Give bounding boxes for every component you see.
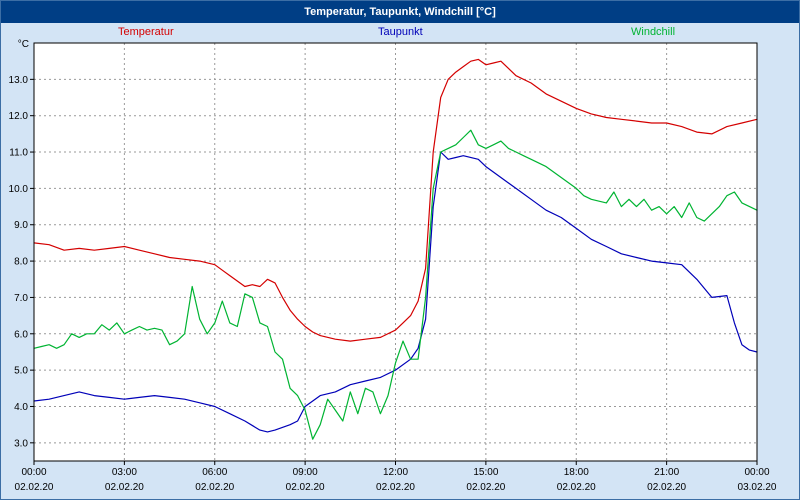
legend-item-windchill: Windchill bbox=[631, 26, 676, 38]
y-tick-label: 4.0 bbox=[14, 402, 28, 413]
title-bar: Temperatur, Taupunkt, Windchill [°C] bbox=[1, 1, 799, 23]
legend-item-temperatur: Temperatur bbox=[118, 26, 174, 38]
y-tick-label: 12.0 bbox=[9, 111, 29, 122]
y-tick-label: 7.0 bbox=[14, 293, 28, 304]
x-tick-time-label: 09:00 bbox=[293, 467, 318, 478]
x-tick-time-label: 00:00 bbox=[744, 467, 769, 478]
y-tick-label: 5.0 bbox=[14, 366, 28, 377]
x-tick-date-label: 03.02.20 bbox=[738, 482, 777, 493]
x-tick-date-label: 02.02.20 bbox=[557, 482, 596, 493]
x-tick-date-label: 02.02.20 bbox=[466, 482, 505, 493]
series-line-windchill bbox=[33, 129, 758, 440]
series-line-taupunkt bbox=[33, 151, 758, 433]
x-tick-time-label: 12:00 bbox=[383, 467, 408, 478]
y-tick-label: 6.0 bbox=[14, 329, 28, 340]
y-tick-label: 10.0 bbox=[9, 184, 29, 195]
x-tick-time-label: 18:00 bbox=[564, 467, 589, 478]
x-tick-date-label: 02.02.20 bbox=[647, 482, 686, 493]
x-tick-time-label: 06:00 bbox=[202, 467, 227, 478]
y-tick-label: 13.0 bbox=[9, 75, 29, 86]
x-tick-date-label: 02.02.20 bbox=[15, 482, 54, 493]
x-tick-time-label: 03:00 bbox=[112, 467, 137, 478]
plot-border bbox=[33, 42, 758, 462]
x-tick-time-label: 15:00 bbox=[473, 467, 498, 478]
plot-background bbox=[34, 43, 757, 461]
y-tick-label: 3.0 bbox=[14, 438, 28, 449]
x-tick-date-label: 02.02.20 bbox=[195, 482, 234, 493]
legend-item-taupunkt: Taupunkt bbox=[378, 26, 423, 38]
y-axis-unit-label: °C bbox=[18, 39, 29, 50]
window-title: Temperatur, Taupunkt, Windchill [°C] bbox=[304, 6, 496, 18]
x-tick-time-label: 00:00 bbox=[21, 467, 46, 478]
y-tick-label: 8.0 bbox=[14, 257, 28, 268]
x-tick-date-label: 02.02.20 bbox=[376, 482, 415, 493]
x-tick-date-label: 02.02.20 bbox=[105, 482, 144, 493]
x-tick-time-label: 21:00 bbox=[654, 467, 679, 478]
y-tick-label: 9.0 bbox=[14, 220, 28, 231]
series-line-temperatur bbox=[33, 58, 758, 342]
x-tick-date-label: 02.02.20 bbox=[286, 482, 325, 493]
chart-legend: Temperatur Taupunkt Windchill bbox=[1, 23, 799, 41]
y-tick-label: 11.0 bbox=[9, 148, 28, 159]
